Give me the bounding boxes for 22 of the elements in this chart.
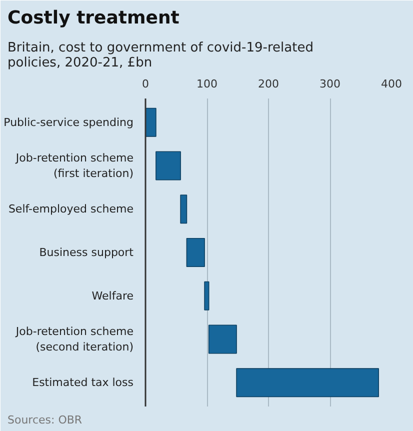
y-tick-label: Welfare: [92, 289, 134, 302]
x-tick-label: 200: [258, 78, 279, 90]
bar: [204, 281, 210, 310]
x-tick-label: 300: [320, 78, 340, 90]
bar: [236, 368, 379, 398]
chart-title: Costly treatment: [8, 8, 180, 28]
x-tick-label: 100: [196, 78, 218, 90]
x-tick-label: 0: [142, 78, 149, 90]
bar: [146, 108, 156, 137]
y-tick-label: Public-service spending: [4, 116, 134, 129]
y-tick-label: Estimated tax loss: [32, 376, 134, 390]
bar: [156, 151, 181, 180]
y-tick-label: Business support: [39, 246, 134, 259]
x-tick-label: 400: [381, 78, 402, 90]
chart-subtitle: Britain, cost to government of covid-19-related policies, 2020-21, £bn: [8, 40, 314, 70]
source-note: Sources: OBR: [8, 414, 82, 426]
bar: [186, 238, 205, 267]
y-tick-label: Job-retention scheme (first iteration): [14, 151, 134, 180]
bar: [180, 194, 188, 224]
bar: [208, 324, 237, 354]
y-tick-label: Job-retention scheme (second iteration): [14, 324, 134, 354]
y-tick-label: Self-employed scheme: [8, 202, 134, 216]
